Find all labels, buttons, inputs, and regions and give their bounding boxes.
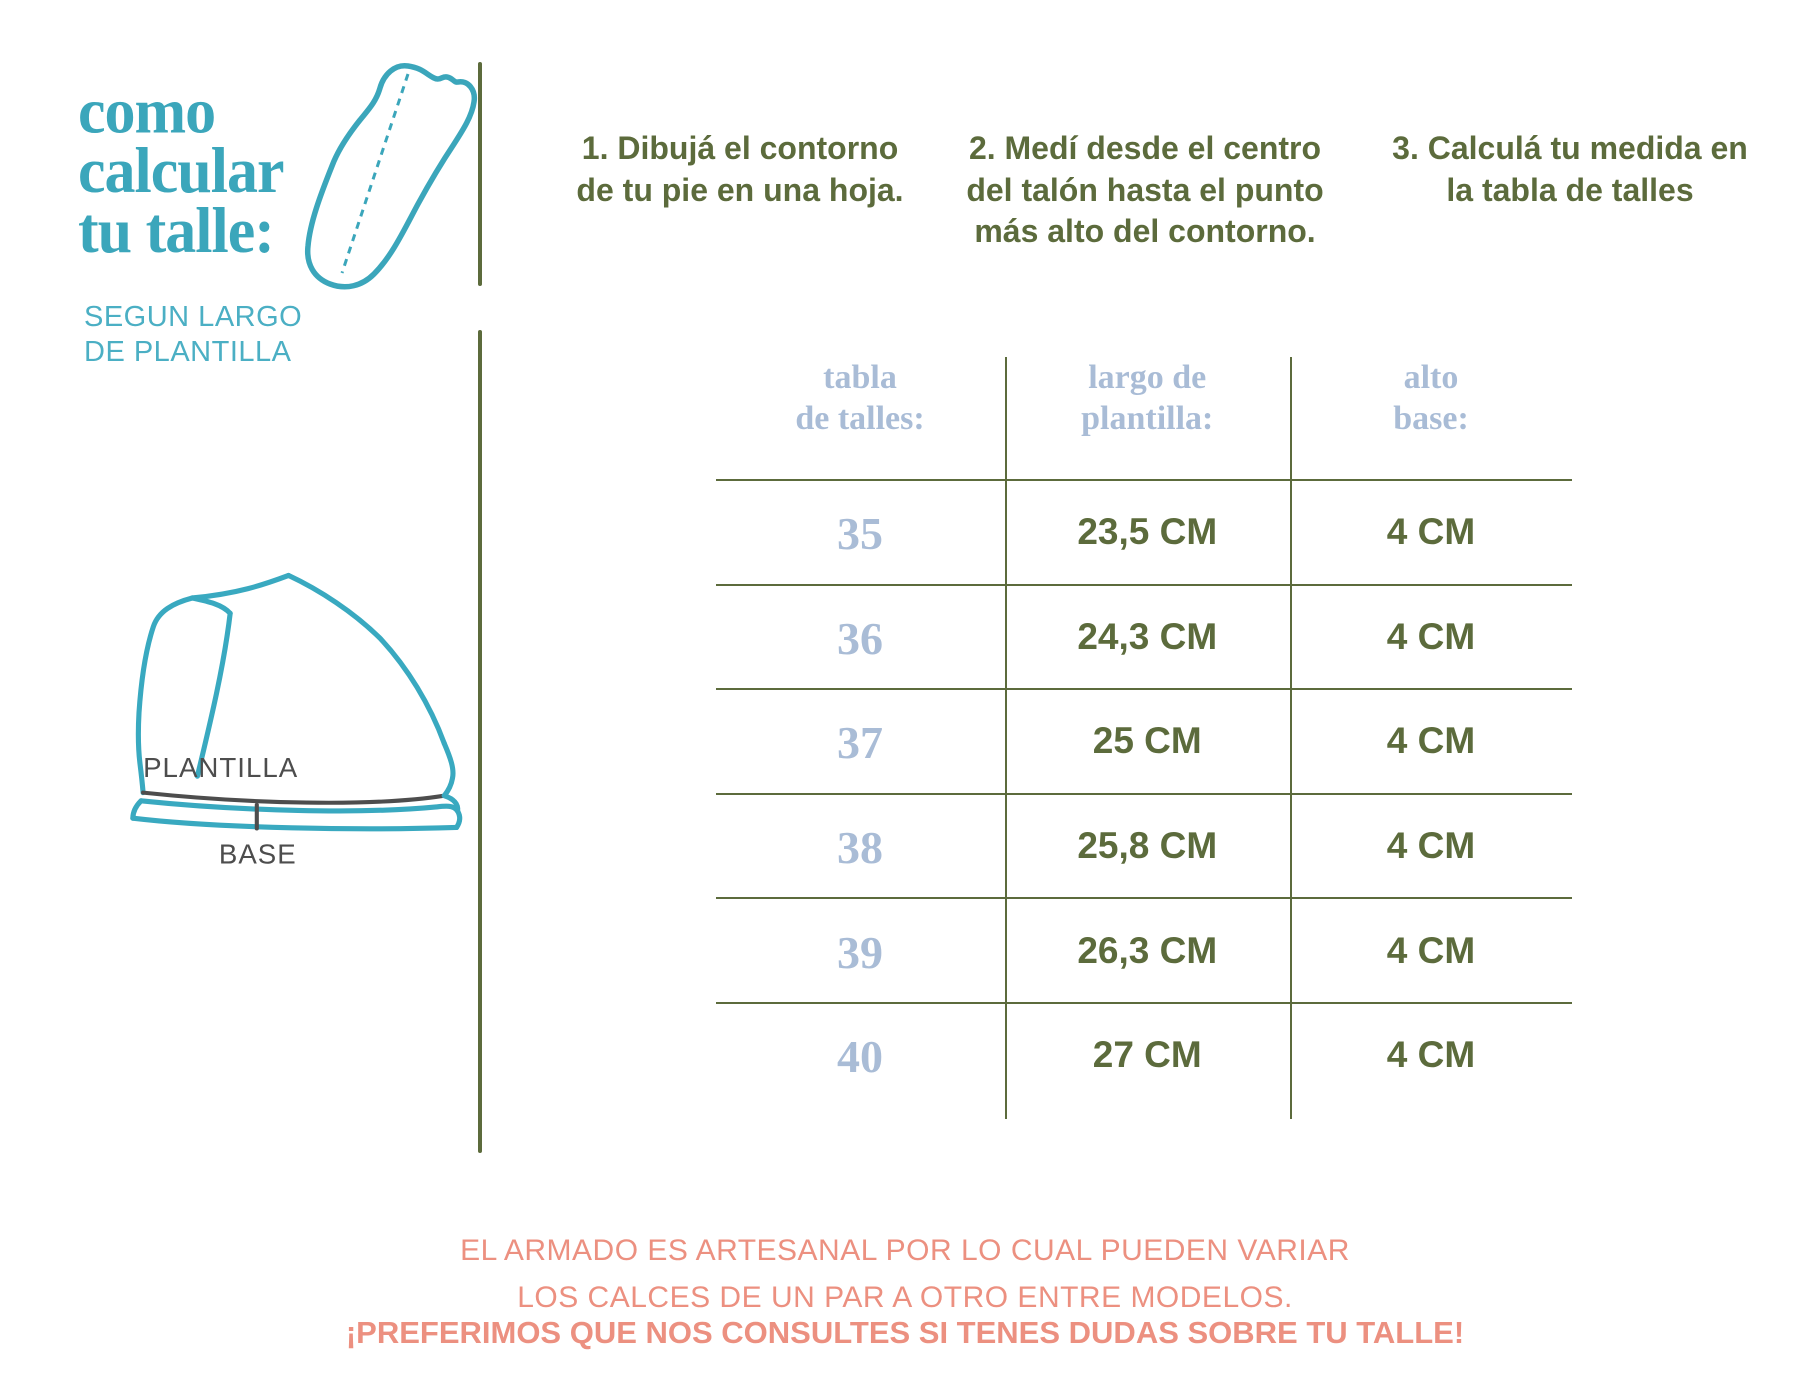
- svg-text:BASE: BASE: [219, 838, 297, 869]
- svg-text:PLANTILLA: PLANTILLA: [143, 752, 298, 783]
